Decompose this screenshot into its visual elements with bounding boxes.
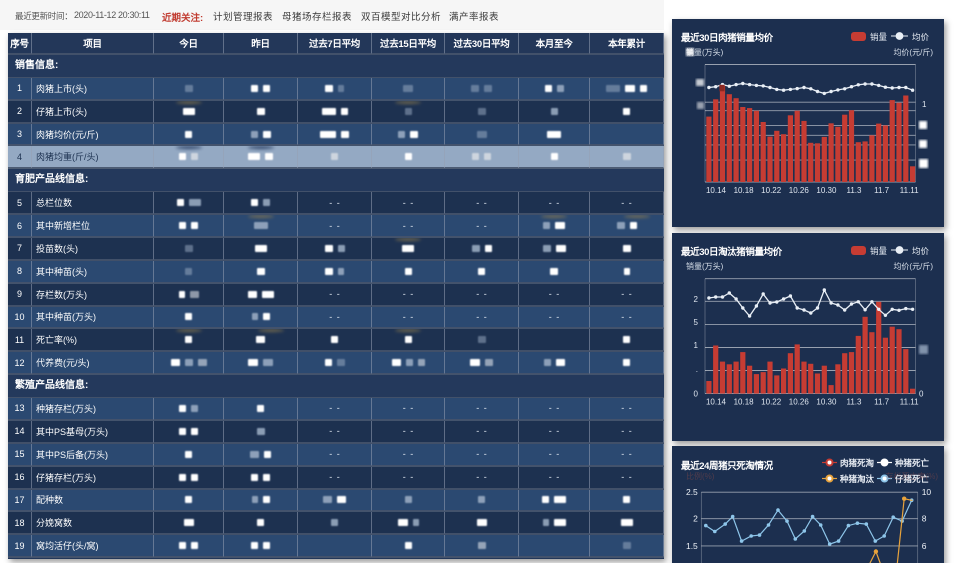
svg-text:6: 6 bbox=[922, 541, 927, 551]
svg-text:8: 8 bbox=[922, 514, 927, 524]
svg-text:10.18: 10.18 bbox=[734, 186, 755, 195]
svg-text:11.11: 11.11 bbox=[900, 398, 919, 407]
svg-text:10.26: 10.26 bbox=[789, 186, 810, 195]
svg-text:10: 10 bbox=[922, 487, 932, 497]
svg-text:11.3: 11.3 bbox=[847, 398, 863, 407]
svg-text:10.14: 10.14 bbox=[706, 398, 727, 407]
svg-text:11.7: 11.7 bbox=[874, 186, 890, 195]
svg-text:11.11: 11.11 bbox=[900, 186, 919, 195]
svg-text:0: 0 bbox=[694, 390, 699, 399]
svg-text:1.5: 1.5 bbox=[686, 541, 698, 551]
svg-text:10.30: 10.30 bbox=[816, 186, 837, 195]
svg-text:10.18: 10.18 bbox=[734, 398, 755, 407]
svg-text:10.22: 10.22 bbox=[761, 186, 782, 195]
svg-text:.: . bbox=[696, 365, 698, 374]
svg-text:2: 2 bbox=[693, 514, 698, 524]
svg-text:5: 5 bbox=[694, 318, 699, 327]
svg-text:1: 1 bbox=[694, 341, 699, 350]
svg-text:10.14: 10.14 bbox=[706, 186, 727, 195]
svg-text:10.30: 10.30 bbox=[816, 398, 837, 407]
svg-text:10.22: 10.22 bbox=[761, 398, 782, 407]
svg-text:0: 0 bbox=[919, 390, 924, 399]
svg-text:11.3: 11.3 bbox=[847, 186, 863, 195]
svg-text:11.7: 11.7 bbox=[874, 398, 890, 407]
svg-text:10.26: 10.26 bbox=[789, 398, 810, 407]
svg-text:2.5: 2.5 bbox=[686, 487, 698, 497]
svg-text:1: 1 bbox=[922, 100, 927, 109]
svg-text:2: 2 bbox=[694, 295, 699, 304]
